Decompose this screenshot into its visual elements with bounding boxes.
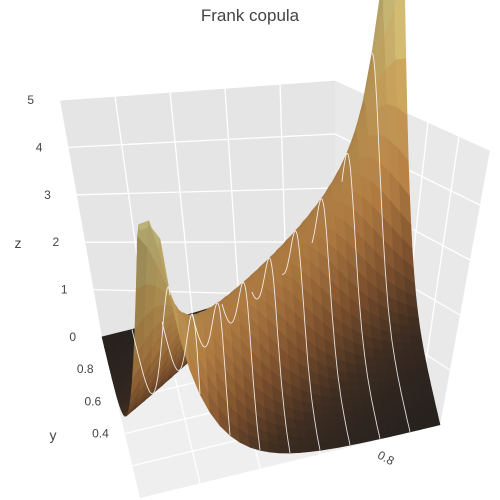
z-tick-label: 1 bbox=[61, 283, 68, 297]
surface-cell bbox=[359, 383, 370, 391]
z-tick-label: 4 bbox=[36, 140, 43, 154]
surface-cell bbox=[374, 349, 385, 359]
surface-cell bbox=[357, 374, 368, 383]
surface-cell bbox=[394, 351, 405, 359]
y-axis-title: y bbox=[50, 427, 57, 443]
surface-cell bbox=[391, 333, 402, 344]
surface-cell bbox=[325, 421, 336, 429]
surface-cell bbox=[367, 375, 378, 383]
surface-cell bbox=[306, 430, 317, 438]
surface-cell bbox=[299, 445, 310, 453]
surface-cell bbox=[319, 443, 330, 451]
surface-cell bbox=[334, 414, 345, 422]
surface-cell bbox=[384, 350, 395, 359]
y-tick-label: 0.4 bbox=[92, 427, 109, 441]
surface-cell bbox=[409, 317, 420, 328]
surface-cell bbox=[289, 445, 300, 453]
surface-cell bbox=[400, 325, 411, 336]
surface-cell bbox=[366, 366, 377, 375]
surface-cell bbox=[304, 412, 315, 422]
surface-cell bbox=[296, 429, 307, 438]
surface-cell bbox=[412, 343, 423, 351]
surface-cell bbox=[402, 343, 413, 351]
surface-cell bbox=[369, 382, 380, 390]
surface-cell bbox=[315, 422, 326, 430]
y-tick-label: 0.6 bbox=[85, 394, 102, 408]
surface-cell bbox=[401, 335, 412, 344]
surface-cell bbox=[386, 367, 397, 375]
surface-cell bbox=[321, 396, 332, 406]
surface-cell bbox=[395, 0, 406, 60]
surface-cell bbox=[332, 406, 343, 414]
y-tick-label: 0.8 bbox=[77, 362, 94, 376]
surface-cell bbox=[279, 444, 290, 453]
surface-cell bbox=[385, 359, 396, 367]
surface-cell bbox=[298, 438, 309, 446]
surface-cell bbox=[351, 398, 362, 406]
z-tick-label: 3 bbox=[44, 188, 51, 202]
scene-3d: 0 1 2 3 4 5 0.4 0.6 0.8 0.8 bbox=[27, 0, 490, 498]
surface-cell bbox=[330, 388, 341, 398]
surface-cell bbox=[396, 59, 407, 116]
surface-cell bbox=[377, 374, 388, 382]
surface-cell bbox=[377, 105, 388, 140]
surface-cell bbox=[410, 327, 421, 336]
z-tick-label: 2 bbox=[53, 235, 60, 249]
z-tick-label: 5 bbox=[27, 93, 34, 107]
surface-cell bbox=[375, 358, 386, 367]
chart-title: Frank copula bbox=[201, 6, 300, 25]
z-axis-title: z bbox=[15, 235, 22, 251]
surface-cell bbox=[312, 404, 323, 414]
surface-cell bbox=[322, 406, 333, 415]
x-tick-label: 0.8 bbox=[375, 448, 397, 468]
surface-cell bbox=[309, 444, 320, 452]
surface-cell bbox=[314, 413, 325, 422]
z-tick-label: 0 bbox=[69, 330, 76, 344]
surface-cell bbox=[308, 437, 319, 445]
surface-cell bbox=[329, 441, 340, 449]
surface-cell bbox=[360, 390, 371, 398]
surface-cell bbox=[340, 390, 351, 399]
surface-cell bbox=[339, 381, 350, 391]
surface-cell bbox=[288, 437, 299, 446]
surface-cell bbox=[356, 365, 367, 375]
surface-cell bbox=[395, 359, 406, 367]
surface-cell bbox=[341, 398, 352, 406]
surface-cell bbox=[286, 427, 297, 437]
surface-cell bbox=[305, 421, 316, 430]
surface-cell bbox=[350, 391, 361, 399]
surface-cell bbox=[392, 343, 403, 352]
surface-cell bbox=[347, 373, 358, 383]
surface-cell bbox=[404, 351, 415, 359]
surface-cell bbox=[324, 414, 335, 422]
surface-cell bbox=[349, 382, 360, 391]
surface-cell bbox=[365, 357, 376, 367]
surface-cell bbox=[316, 429, 327, 437]
surface-cell bbox=[269, 443, 280, 453]
surface-cell bbox=[411, 335, 422, 343]
surface-cell bbox=[342, 406, 353, 414]
surface-cell bbox=[295, 420, 306, 430]
surface-cell bbox=[331, 398, 342, 407]
surface-cell bbox=[376, 367, 387, 375]
